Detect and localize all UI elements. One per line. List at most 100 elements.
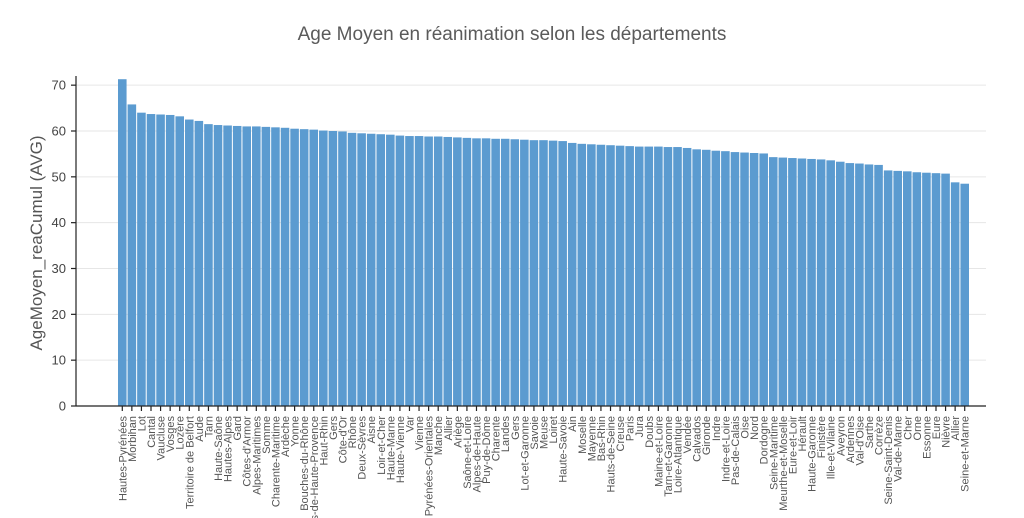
bar[interactable] <box>328 131 338 406</box>
bar[interactable] <box>625 146 634 406</box>
bar[interactable] <box>472 138 481 406</box>
bar[interactable] <box>299 129 309 407</box>
bar[interactable] <box>797 158 807 407</box>
bar[interactable] <box>165 114 175 407</box>
bar[interactable] <box>366 133 376 406</box>
bar[interactable] <box>807 158 816 406</box>
bar[interactable] <box>816 159 826 406</box>
bar[interactable] <box>347 132 357 406</box>
bar[interactable] <box>902 171 912 406</box>
bar[interactable] <box>615 145 625 407</box>
bar[interactable] <box>941 173 950 406</box>
bar[interactable] <box>558 141 567 406</box>
bar[interactable] <box>232 125 242 407</box>
bar[interactable] <box>491 138 500 407</box>
bar[interactable] <box>912 172 922 406</box>
x-tick-label: Sarthe <box>864 416 876 448</box>
bar[interactable] <box>682 147 692 406</box>
bar[interactable] <box>424 136 433 407</box>
bar[interactable] <box>730 152 740 406</box>
x-tick-label: Cher <box>902 416 914 440</box>
bar[interactable] <box>146 114 156 406</box>
bar[interactable] <box>280 127 290 406</box>
bar[interactable] <box>835 161 845 406</box>
bar[interactable] <box>577 143 587 406</box>
bar[interactable] <box>242 126 252 407</box>
bar[interactable] <box>261 126 271 407</box>
bar[interactable] <box>874 164 883 406</box>
bar[interactable] <box>453 137 462 407</box>
bar[interactable] <box>778 157 788 406</box>
bar[interactable] <box>309 129 319 406</box>
bar[interactable] <box>185 119 194 406</box>
bar[interactable] <box>893 170 902 406</box>
bar[interactable] <box>749 153 759 406</box>
bar[interactable] <box>462 137 472 407</box>
bar[interactable] <box>510 139 520 406</box>
x-tick-label: Hauts-de-Seine <box>606 416 618 492</box>
bar[interactable] <box>673 147 682 407</box>
x-tick-label: Doubs <box>644 416 656 448</box>
bar[interactable] <box>252 126 261 407</box>
bar[interactable] <box>395 135 405 406</box>
bar[interactable] <box>376 134 386 406</box>
bar[interactable] <box>319 130 328 407</box>
bar[interactable] <box>175 116 185 406</box>
x-tick-label: Deux-Sèvres <box>357 416 369 480</box>
x-tick-label: Haut-Rhin <box>318 416 330 466</box>
bar[interactable] <box>864 164 874 406</box>
bar[interactable] <box>740 152 749 406</box>
bar[interactable] <box>606 145 615 406</box>
bar[interactable] <box>759 153 768 406</box>
bar[interactable] <box>931 173 941 406</box>
bar[interactable] <box>721 151 730 406</box>
bar[interactable] <box>194 120 204 407</box>
bar[interactable] <box>414 136 424 407</box>
bar[interactable] <box>529 140 539 407</box>
bar[interactable] <box>855 163 864 406</box>
bar[interactable] <box>788 158 797 406</box>
bar[interactable] <box>634 146 644 406</box>
bar[interactable] <box>701 149 711 407</box>
bar[interactable] <box>950 182 960 406</box>
bar[interactable] <box>654 146 663 406</box>
bar[interactable] <box>338 131 347 406</box>
bar[interactable] <box>405 136 414 407</box>
bar[interactable] <box>118 79 127 407</box>
bar[interactable] <box>156 114 165 407</box>
bar[interactable] <box>204 124 213 407</box>
x-tick-label: Charente-Maritime <box>270 416 282 507</box>
bar[interactable] <box>433 136 443 407</box>
bar[interactable] <box>223 125 232 407</box>
bar[interactable] <box>443 136 453 406</box>
bar[interactable] <box>960 183 969 406</box>
x-tick-label: Maine-et-Loire <box>653 416 665 487</box>
bar[interactable] <box>596 144 606 406</box>
bar[interactable] <box>663 147 673 407</box>
x-tick-label: Seine-Saint-Denis <box>883 416 895 505</box>
bar[interactable] <box>127 104 137 407</box>
bar[interactable] <box>567 142 577 407</box>
bar[interactable] <box>500 138 510 407</box>
bar[interactable] <box>271 127 280 406</box>
bar[interactable] <box>539 140 548 407</box>
bar[interactable] <box>826 160 835 406</box>
bar[interactable] <box>520 139 529 406</box>
bar[interactable] <box>644 146 654 406</box>
bar[interactable] <box>587 144 596 407</box>
bar[interactable] <box>548 140 558 407</box>
x-tick-label: Eure-et-Loir <box>787 416 799 474</box>
bar[interactable] <box>137 112 146 407</box>
bar[interactable] <box>290 128 299 406</box>
bar[interactable] <box>711 150 721 406</box>
bar[interactable] <box>922 172 931 406</box>
bar[interactable] <box>481 138 491 406</box>
bar[interactable] <box>883 170 893 406</box>
bar[interactable] <box>692 149 701 406</box>
bar[interactable] <box>845 163 855 406</box>
bar[interactable] <box>768 157 778 407</box>
x-tick-label: Landes <box>500 416 512 453</box>
bar[interactable] <box>213 125 223 406</box>
bar[interactable] <box>357 133 366 407</box>
bar[interactable] <box>386 134 395 407</box>
